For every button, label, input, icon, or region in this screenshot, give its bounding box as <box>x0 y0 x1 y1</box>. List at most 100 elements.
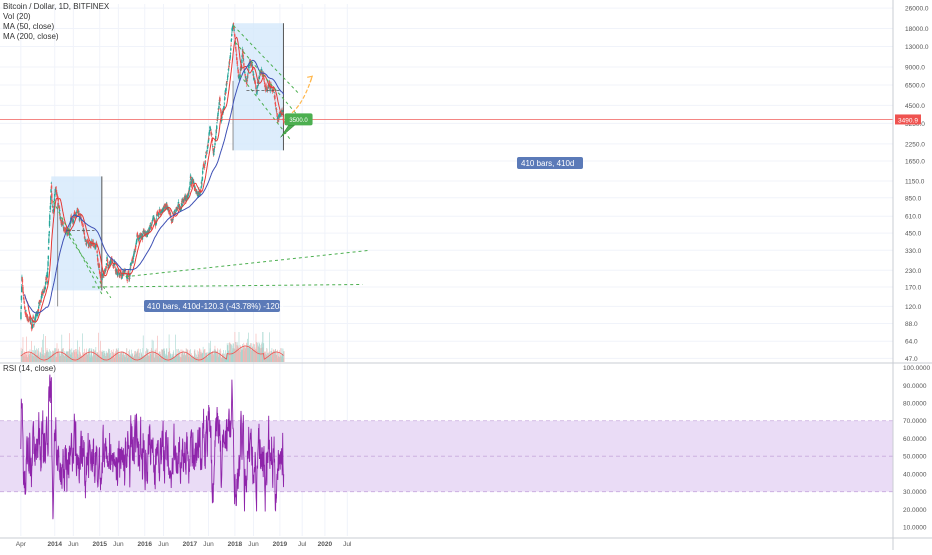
volume-bar <box>88 348 90 362</box>
volume-bar <box>225 357 227 362</box>
candle-body <box>76 211 78 214</box>
candle-body <box>54 194 56 195</box>
volume-bar <box>165 353 167 362</box>
volume-bar <box>164 350 165 362</box>
volume-bar <box>230 344 232 362</box>
volume-bar <box>207 357 209 362</box>
volume-bar <box>93 353 94 362</box>
volume-bar <box>253 349 255 362</box>
volume-bar <box>182 351 183 362</box>
volume-bar <box>173 356 175 362</box>
candle-body <box>159 211 161 213</box>
volume-bar <box>138 356 140 362</box>
volume-bar <box>30 352 32 362</box>
candle-body <box>106 259 108 261</box>
volume-bar <box>234 349 236 362</box>
volume-bar <box>115 348 117 362</box>
candle-body <box>125 270 127 272</box>
candle-body <box>68 231 70 233</box>
candle-body <box>24 313 27 315</box>
volume-bar <box>108 348 110 362</box>
candle-body <box>55 189 57 192</box>
volume-bar <box>58 352 60 362</box>
candle-body <box>227 69 230 71</box>
volume-bar <box>77 340 78 362</box>
volume-bar <box>213 354 215 362</box>
volume-bar <box>127 357 129 362</box>
volume-bar <box>262 332 264 362</box>
candle-body <box>264 89 267 91</box>
volume-bar <box>32 354 34 362</box>
candle-body <box>141 234 143 236</box>
volume-bar <box>50 350 51 362</box>
volume-bar <box>283 351 285 362</box>
volume-bar <box>257 346 259 362</box>
volume-bar <box>200 351 202 362</box>
volume-bar <box>168 351 169 362</box>
candle-body <box>157 211 159 213</box>
candle-body <box>203 167 206 168</box>
candle-body <box>204 161 207 162</box>
volume-bar <box>74 352 76 362</box>
volume-bar <box>97 352 98 362</box>
volume-bar <box>68 348 70 362</box>
volume-bar <box>77 353 79 362</box>
candle-body <box>132 257 135 260</box>
volume-bar <box>200 349 202 362</box>
candle-body <box>282 112 284 114</box>
volume-bar <box>66 351 67 362</box>
volume-bar <box>118 348 119 362</box>
volume-bar <box>120 357 122 362</box>
volume-bar <box>74 349 75 362</box>
price-tick-label: 850.0 <box>905 195 922 202</box>
volume-bar <box>260 351 261 362</box>
volume-bar <box>265 351 266 362</box>
volume-bar <box>192 357 194 362</box>
candle-body <box>255 88 257 89</box>
volume-bar <box>38 348 39 362</box>
candle-body <box>26 315 29 319</box>
volume-bar <box>127 354 128 362</box>
volume-bar <box>110 357 112 362</box>
candle-body <box>236 61 238 65</box>
volume-bar <box>240 351 242 362</box>
volume-bar <box>55 356 57 362</box>
candle-body <box>92 240 94 242</box>
candle-body <box>227 72 229 74</box>
volume-bar <box>244 347 246 362</box>
candle-body <box>136 232 139 236</box>
volume-bar <box>281 355 282 362</box>
volume-bar <box>106 356 107 362</box>
volume-bar <box>161 349 162 362</box>
volume-bar <box>186 353 188 362</box>
volume-bar <box>154 357 155 362</box>
candle-body <box>95 242 98 244</box>
symbol-title: Bitcoin / Dollar, 1D, BITFINEX <box>3 2 110 11</box>
candle-body <box>191 181 194 185</box>
candle-body <box>200 186 202 189</box>
volume-bar <box>246 343 248 362</box>
volume-bar <box>266 348 268 362</box>
volume-bar <box>228 350 229 362</box>
volume-bar <box>262 332 263 362</box>
candle-body <box>194 188 197 189</box>
volume-bar <box>78 351 80 362</box>
volume-bar <box>219 353 220 362</box>
volume-bar <box>139 352 140 362</box>
price-tick-label: 610.0 <box>905 214 922 221</box>
candle-body <box>168 209 171 213</box>
volume-bar <box>167 354 169 362</box>
candle-body <box>50 189 52 193</box>
volume-bar <box>119 353 121 362</box>
callout-text: 3500.0 <box>289 118 308 124</box>
volume-bar <box>75 349 77 362</box>
volume-bar <box>233 348 235 362</box>
volume-bar <box>274 350 276 362</box>
volume-bar <box>229 350 230 362</box>
volume-bar <box>152 352 154 362</box>
candle-body <box>245 82 248 84</box>
volume-bar <box>212 351 214 362</box>
